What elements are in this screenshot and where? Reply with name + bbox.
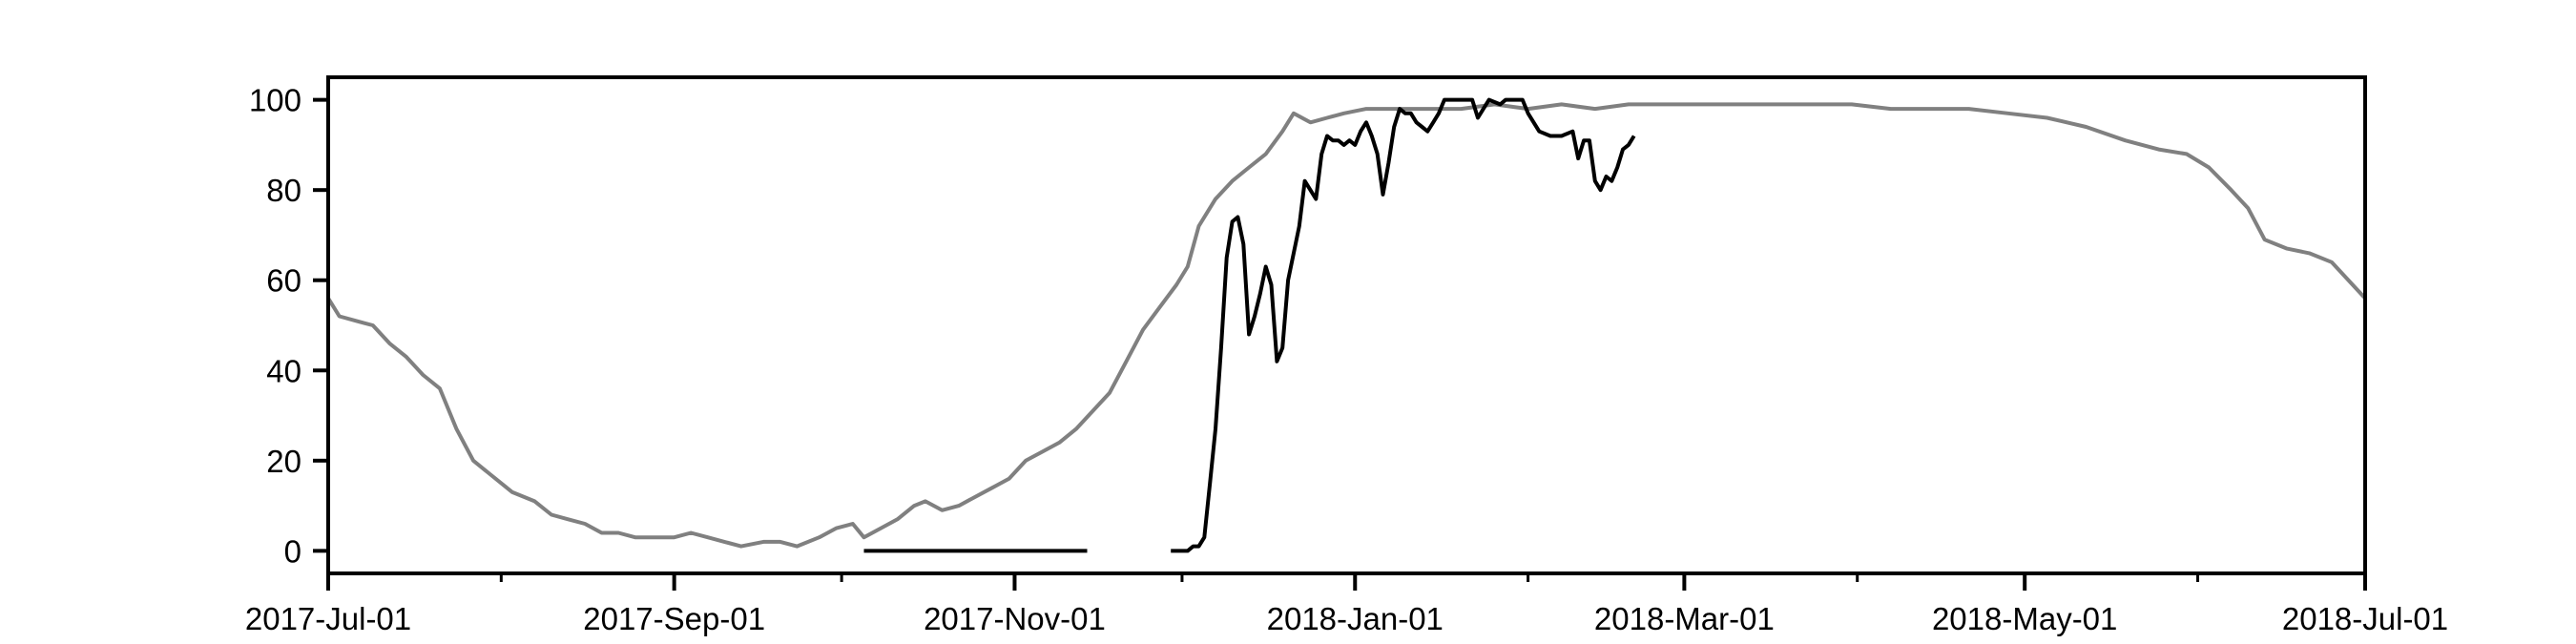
series-layer: [326, 97, 2367, 553]
series-line-2: [1171, 97, 1636, 553]
y-tick-label: 40: [266, 353, 301, 388]
x-tick-label: 2018-May-01: [1932, 601, 2117, 636]
y-tick-label: 100: [249, 83, 301, 118]
series-line-0: [326, 102, 2367, 549]
y-axis: 0 20 40 60 80 100: [249, 83, 328, 569]
x-tick-label: 2018-Jan-01: [1267, 601, 1444, 636]
x-tick-label: 2017-Nov-01: [924, 601, 1106, 636]
x-tick-label: 2017-Sep-01: [583, 601, 765, 636]
plot-frame: [326, 75, 2367, 575]
y-tick-label: 60: [266, 263, 301, 299]
y-tick-label: 0: [284, 533, 301, 569]
x-tick-label: 2017-Jul-01: [245, 601, 411, 636]
x-tick-label: 2018-Jul-01: [2282, 601, 2448, 636]
x-axis: 2017-Jul-01 2017-Sep-01 2017-Nov-01 2018-Ja…: [245, 573, 2448, 636]
y-tick-label: 20: [266, 444, 301, 479]
y-tick-label: 80: [266, 173, 301, 208]
x-tick-label: 2018-Mar-01: [1594, 601, 1775, 636]
